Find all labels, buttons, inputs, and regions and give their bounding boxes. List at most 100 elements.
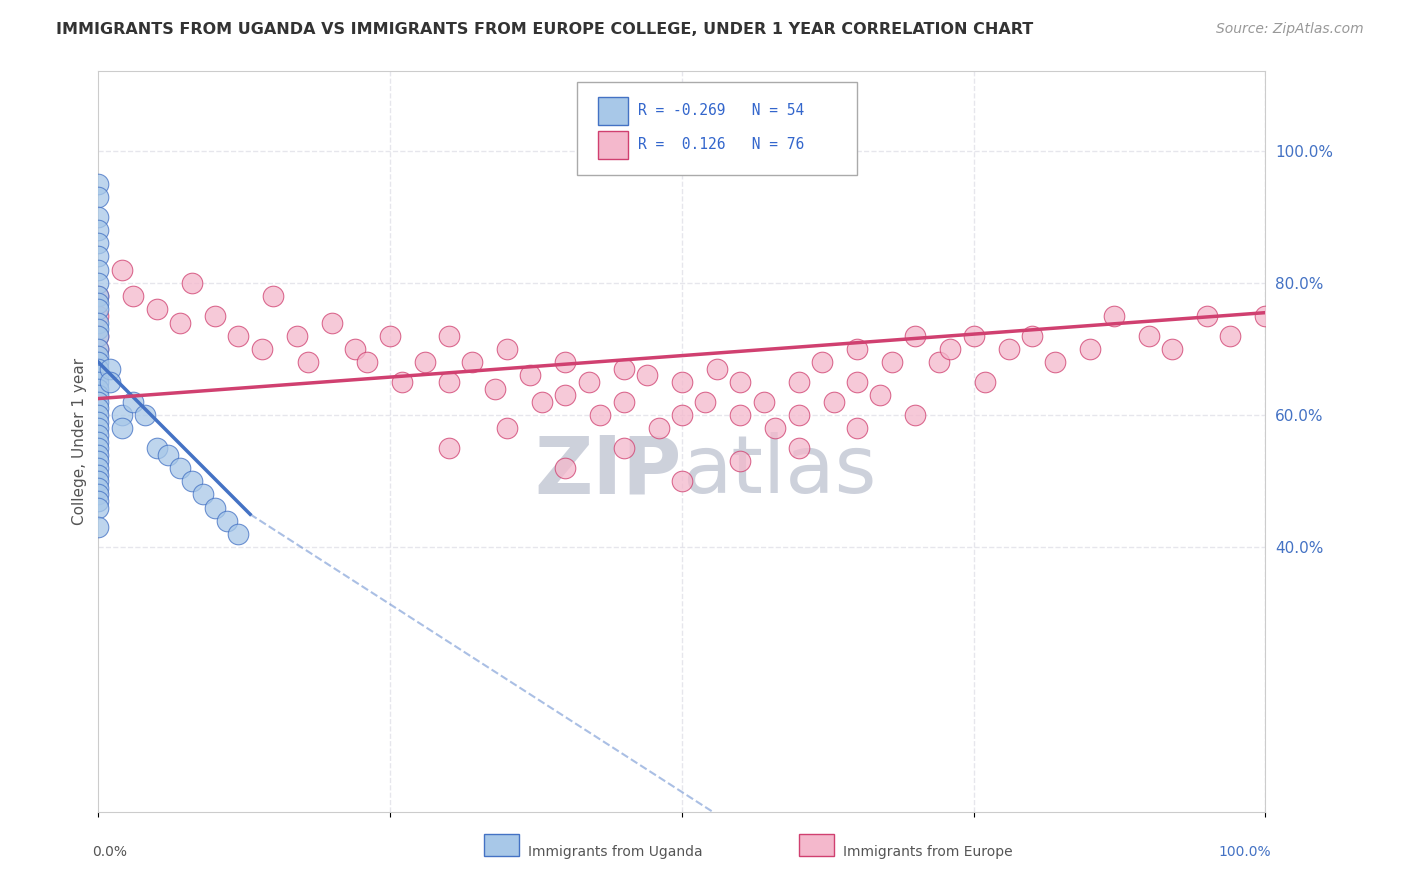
Point (811, 355, 834, 369)
Point (87, 428, 110, 442)
Point (87, 375, 110, 389)
Point (146, 302, 169, 317)
Point (180, 276, 202, 290)
Point (98, 375, 121, 389)
Point (87, 309, 110, 323)
Text: ZIP: ZIP (534, 432, 682, 510)
Point (496, 421, 519, 435)
Point (146, 441, 169, 455)
Point (962, 328, 984, 343)
FancyBboxPatch shape (576, 82, 856, 175)
Text: 0.0%: 0.0% (93, 845, 128, 859)
Point (730, 454, 752, 468)
Point (1219, 328, 1241, 343)
Point (87, 262, 110, 277)
Point (87, 448, 110, 462)
Point (1195, 309, 1218, 323)
Point (530, 395, 553, 409)
Point (87, 441, 110, 455)
Text: R = -0.269   N = 54: R = -0.269 N = 54 (637, 103, 804, 118)
Point (87, 415, 110, 429)
Point (87, 342, 110, 356)
Point (87, 289, 110, 303)
Point (87, 467, 110, 482)
Point (87, 328, 110, 343)
Point (87, 210, 110, 224)
Point (344, 342, 367, 356)
Point (437, 328, 460, 343)
Point (204, 309, 226, 323)
Point (215, 514, 238, 528)
Point (134, 408, 156, 422)
Point (87, 316, 110, 330)
Point (87, 295, 110, 310)
Point (87, 408, 110, 422)
Point (169, 461, 191, 475)
Point (285, 328, 308, 343)
Point (787, 441, 810, 455)
Text: Immigrants from Europe: Immigrants from Europe (844, 845, 1012, 859)
Point (1137, 328, 1160, 343)
Point (671, 375, 693, 389)
Point (846, 375, 869, 389)
Point (1045, 355, 1067, 369)
Point (554, 355, 576, 369)
Point (87, 349, 110, 363)
Point (87, 328, 110, 343)
Point (997, 342, 1019, 356)
Point (87, 190, 110, 204)
Point (752, 395, 775, 409)
Point (880, 355, 903, 369)
Point (787, 408, 810, 422)
Point (87, 461, 110, 475)
Point (613, 361, 636, 376)
Point (87, 382, 110, 396)
Point (87, 487, 110, 501)
Point (193, 487, 215, 501)
Point (1080, 342, 1102, 356)
Point (169, 316, 191, 330)
Point (87, 421, 110, 435)
Point (380, 328, 402, 343)
Y-axis label: College, Under 1 year: College, Under 1 year (72, 358, 87, 525)
Point (671, 474, 693, 488)
Point (111, 408, 134, 422)
FancyBboxPatch shape (484, 834, 519, 856)
Point (87, 289, 110, 303)
Point (98, 361, 121, 376)
Point (87, 368, 110, 383)
Point (589, 408, 612, 422)
Point (437, 441, 460, 455)
Point (87, 223, 110, 237)
Point (939, 342, 962, 356)
Point (87, 434, 110, 449)
Point (706, 361, 728, 376)
Point (413, 355, 436, 369)
Point (87, 355, 110, 369)
Point (122, 395, 145, 409)
Text: R =  0.126   N = 76: R = 0.126 N = 76 (637, 137, 804, 153)
Point (87, 342, 110, 356)
Point (730, 408, 752, 422)
Point (87, 520, 110, 534)
Point (87, 276, 110, 290)
Point (974, 375, 997, 389)
Point (87, 361, 110, 376)
FancyBboxPatch shape (598, 96, 628, 125)
Point (204, 500, 226, 515)
Point (823, 395, 845, 409)
Point (87, 454, 110, 468)
Point (554, 461, 576, 475)
Point (730, 375, 752, 389)
Point (87, 401, 110, 416)
Point (228, 527, 250, 541)
Point (111, 262, 134, 277)
Point (1254, 309, 1277, 323)
Point (321, 316, 343, 330)
Point (356, 355, 378, 369)
Point (87, 481, 110, 495)
Point (250, 342, 273, 356)
Point (695, 395, 717, 409)
FancyBboxPatch shape (598, 130, 628, 159)
Point (87, 236, 110, 251)
